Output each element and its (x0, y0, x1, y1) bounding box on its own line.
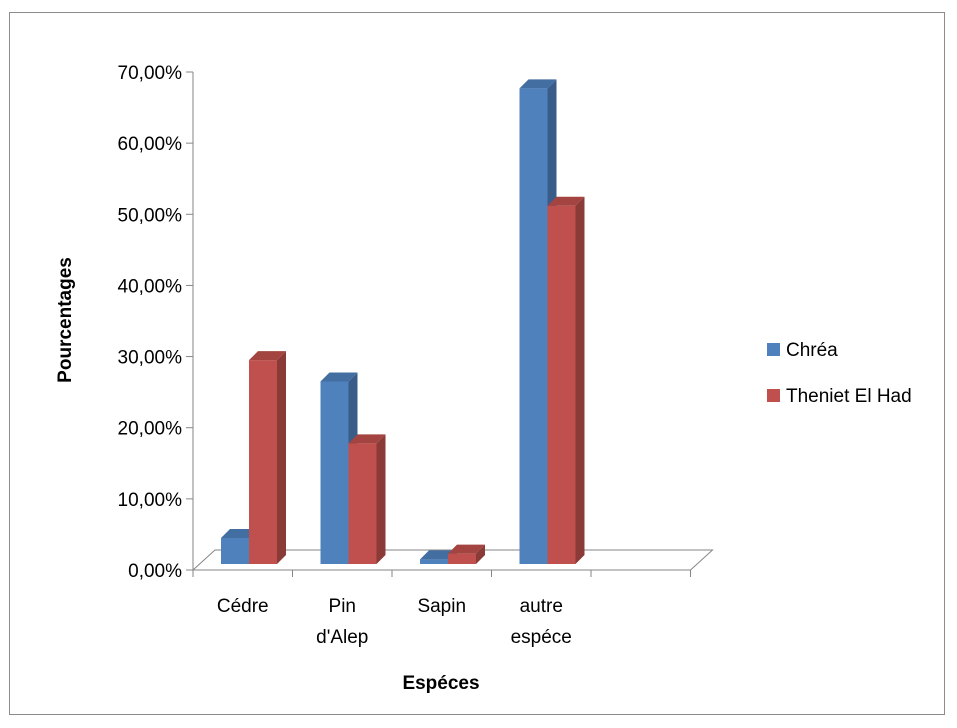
bar (547, 196, 585, 564)
bar-top (221, 528, 258, 538)
bar-side (476, 544, 485, 564)
bar-top (348, 434, 386, 444)
bar-top (547, 196, 585, 206)
x-tick-label: Cédre (217, 596, 269, 617)
legend-item: Theniet El Had (767, 386, 912, 407)
bar-front (519, 88, 548, 564)
y-axis-title: Pourcentages (55, 257, 76, 383)
x-tick-label: autre espéce (511, 596, 572, 648)
legend-swatch (767, 343, 780, 356)
bar-front (547, 205, 576, 564)
bar (348, 434, 386, 564)
chart-frame (9, 12, 945, 715)
bar-side (376, 434, 386, 564)
bar-side (575, 196, 585, 564)
bar (249, 351, 286, 564)
y-tick-label: 30,00% (118, 348, 183, 369)
y-tick-label: 50,00% (118, 205, 183, 226)
y-tick-label: 20,00% (118, 419, 183, 440)
bar-front (448, 553, 476, 564)
bar-top (249, 351, 286, 361)
bar-front (348, 443, 377, 564)
bar-front (221, 537, 249, 564)
bar-front (320, 381, 349, 564)
x-tick-label: Pin d'Alep (316, 596, 368, 648)
y-tick-label: 60,00% (118, 134, 183, 155)
bar-front (420, 559, 448, 564)
y-tick-label: 70,00% (118, 63, 183, 84)
bar-top (519, 79, 557, 89)
y-tick-label: 40,00% (118, 276, 183, 297)
bar (448, 544, 485, 564)
x-axis-title: Espéces (402, 673, 479, 694)
y-tick-label: 0,00% (128, 561, 182, 582)
legend-label: Chréa (786, 340, 838, 361)
legend-label: Theniet El Had (786, 386, 912, 407)
bar-top (320, 372, 358, 382)
chart-floor (191, 549, 714, 571)
legend-item: Chréa (767, 340, 838, 361)
legend-swatch (767, 389, 780, 402)
y-tick-label: 10,00% (118, 490, 183, 511)
bar-top (420, 550, 457, 560)
bar-front (249, 360, 277, 564)
bar-top (448, 544, 485, 554)
x-tick-label: Sapin (417, 596, 466, 617)
bar-side (277, 351, 286, 564)
